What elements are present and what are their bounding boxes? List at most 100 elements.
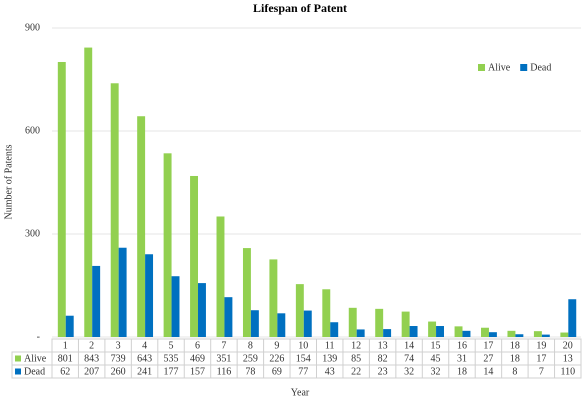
- table-value: 739: [111, 353, 126, 364]
- bar: [462, 330, 471, 337]
- x-tick-label: 13: [378, 340, 388, 351]
- bar: [110, 83, 119, 337]
- bar: [163, 153, 172, 337]
- bar: [216, 216, 225, 337]
- bar: [118, 247, 127, 337]
- bar: [322, 289, 331, 337]
- table-value: 801: [58, 353, 73, 364]
- x-tick-label: 7: [221, 340, 226, 351]
- table-value: 259: [243, 353, 258, 364]
- legend-key: [478, 64, 485, 71]
- table-value: 69: [272, 366, 282, 377]
- bar: [137, 116, 146, 337]
- x-tick-label: 6: [195, 340, 200, 351]
- table-value: 14: [483, 366, 493, 377]
- table-value: 43: [325, 366, 335, 377]
- table-value: 82: [378, 353, 388, 364]
- x-tick-label: 8: [248, 340, 253, 351]
- table-value: 8: [512, 366, 517, 377]
- bar: [541, 334, 550, 337]
- table-value: 17: [536, 353, 546, 364]
- bar: [171, 276, 180, 337]
- table-value: 157: [190, 366, 205, 377]
- bar: [330, 322, 339, 337]
- bar: [224, 297, 233, 337]
- x-tick-label: 11: [325, 340, 335, 351]
- table-value: 260: [111, 366, 126, 377]
- table-value: 843: [84, 353, 99, 364]
- bar: [190, 175, 199, 337]
- table-value: 18: [457, 366, 467, 377]
- table-value: 154: [296, 353, 311, 364]
- bar: [515, 334, 524, 337]
- bar: [568, 299, 577, 337]
- bar: [250, 310, 259, 337]
- table-value: 78: [245, 366, 255, 377]
- table-value: 7: [539, 366, 544, 377]
- bar: [65, 315, 74, 337]
- legend-label: Dead: [530, 62, 551, 73]
- bar: [560, 332, 569, 337]
- bar: [507, 330, 516, 337]
- table-value: 23: [378, 366, 388, 377]
- table-value: 62: [60, 366, 70, 377]
- legend-key: [520, 64, 528, 71]
- table-value: 27: [483, 353, 493, 364]
- bar: [348, 307, 357, 337]
- bar: [303, 310, 312, 337]
- bar: [481, 327, 489, 337]
- table-value: 45: [431, 353, 441, 364]
- bar: [383, 329, 392, 337]
- x-tick-label: 10: [298, 340, 308, 351]
- bar: [145, 254, 154, 337]
- y-tick-label: 300: [25, 228, 40, 239]
- table-value: 77: [298, 366, 308, 377]
- x-tick-label: 9: [274, 340, 279, 351]
- bar: [269, 259, 278, 337]
- x-axis-label: Year: [291, 387, 310, 398]
- table-row-label: Dead: [24, 366, 45, 377]
- bar: [488, 332, 497, 337]
- bar: [375, 308, 384, 337]
- y-axis-label: Number of Patents: [3, 144, 14, 219]
- x-tick-label: 20: [563, 340, 573, 351]
- table-value: 85: [351, 353, 361, 364]
- bar: [409, 326, 418, 337]
- table-value: 116: [217, 366, 232, 377]
- table-value: 22: [351, 366, 361, 377]
- x-tick-label: 2: [89, 340, 94, 351]
- bar: [428, 321, 437, 337]
- x-tick-label: 17: [483, 340, 493, 351]
- bar: [436, 326, 444, 337]
- chart-title: Lifespan of Patent: [253, 1, 347, 15]
- x-tick-label: 1: [63, 340, 68, 351]
- bar: [356, 329, 365, 337]
- y-tick-label: 600: [25, 125, 40, 136]
- bar: [454, 326, 463, 337]
- table-value: 226: [269, 353, 284, 364]
- y-tick-label: 900: [25, 22, 40, 33]
- table-value: 139: [322, 353, 337, 364]
- table-value: 241: [137, 366, 152, 377]
- table-row-label: Alive: [24, 353, 47, 364]
- bar: [533, 331, 542, 337]
- bar: [84, 47, 93, 337]
- x-tick-label: 19: [536, 340, 546, 351]
- table-value: 13: [563, 353, 573, 364]
- x-tick-label: 5: [169, 340, 174, 351]
- table-value: 643: [137, 353, 152, 364]
- table-value: 535: [164, 353, 179, 364]
- bar: [277, 313, 286, 337]
- bar: [401, 311, 410, 337]
- x-tick-label: 12: [351, 340, 361, 351]
- table-value: 110: [560, 366, 575, 377]
- table-value: 31: [457, 353, 467, 364]
- bar: [242, 248, 251, 337]
- table-value: 74: [404, 353, 414, 364]
- table-value: 351: [216, 353, 231, 364]
- y-tick-label: -: [37, 331, 40, 342]
- x-tick-label: 4: [142, 340, 147, 351]
- table-value: 177: [164, 366, 179, 377]
- table-value: 18: [510, 353, 520, 364]
